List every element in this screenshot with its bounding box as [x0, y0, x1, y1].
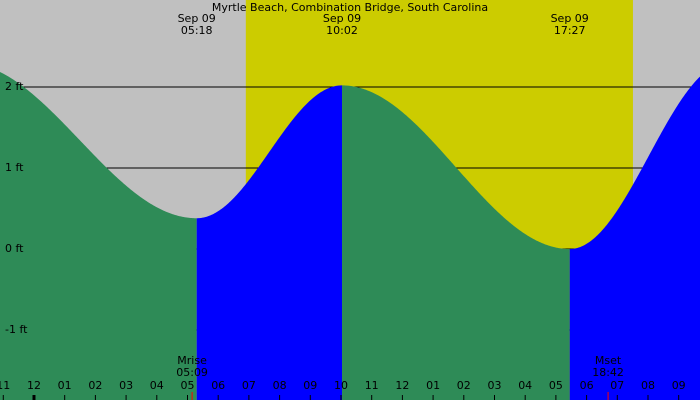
event-time: 05:18 [181, 24, 213, 37]
x-tick-label: 12 [395, 379, 409, 392]
x-tick-label: 04 [150, 379, 164, 392]
x-tick-label: 12 [27, 379, 41, 392]
event-time: 17:27 [554, 24, 586, 37]
y-tick-label: 1 ft [5, 161, 24, 174]
rising-tide [569, 76, 700, 400]
event-date: Sep 09 [323, 12, 361, 25]
x-tick-label: 02 [457, 379, 471, 392]
x-tick-label: 05 [549, 379, 563, 392]
moon-time: 18:42 [592, 366, 624, 379]
x-tick-label: 07 [610, 379, 624, 392]
x-tick-label: 03 [487, 379, 501, 392]
y-tick-label: 0 ft [5, 242, 24, 255]
y-tick-label: -1 ft [5, 323, 28, 336]
x-tick-label: 11 [0, 379, 10, 392]
x-tick-label: 07 [242, 379, 256, 392]
x-tick-label: 09 [672, 379, 686, 392]
moon-label: Mset [595, 354, 622, 367]
x-tick-label: 10 [334, 379, 348, 392]
event-date: Sep 09 [551, 12, 589, 25]
x-tick-label: 08 [641, 379, 655, 392]
x-tick-label: 01 [58, 379, 72, 392]
rising-tide [196, 85, 342, 400]
x-tick-label: 04 [518, 379, 532, 392]
falling-tide [0, 71, 197, 400]
x-tick-label: 08 [273, 379, 287, 392]
event-time: 10:02 [326, 24, 358, 37]
chart-title: Myrtle Beach, Combination Bridge, South … [212, 1, 488, 14]
falling-tide [342, 85, 570, 400]
event-date: Sep 09 [178, 12, 216, 25]
moon-label: Mrise [177, 354, 207, 367]
y-tick-label: 2 ft [5, 80, 24, 93]
x-tick-label: 01 [426, 379, 440, 392]
x-tick-label: 05 [180, 379, 194, 392]
x-tick-label: 09 [303, 379, 317, 392]
x-tick-label: 11 [365, 379, 379, 392]
x-tick-label: 06 [580, 379, 594, 392]
x-tick-label: 02 [88, 379, 102, 392]
moon-time: 05:09 [176, 366, 208, 379]
x-tick-label: 06 [211, 379, 225, 392]
x-tick-label: 03 [119, 379, 133, 392]
